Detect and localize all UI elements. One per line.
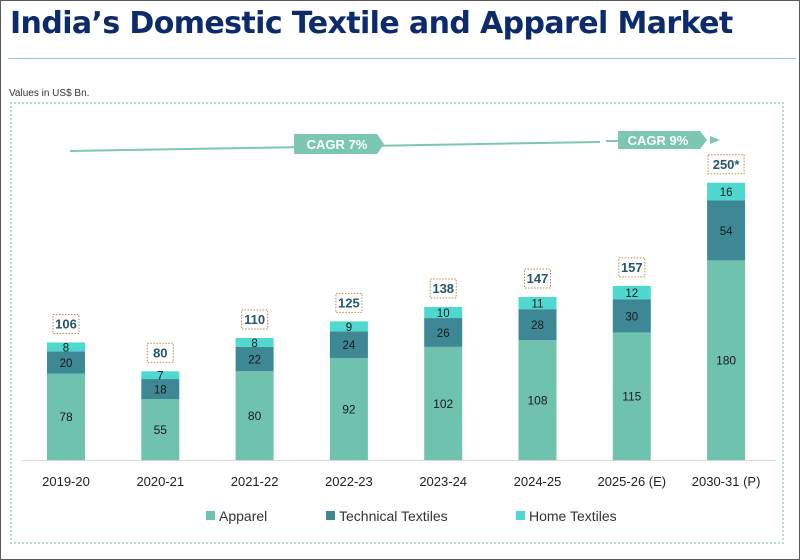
total-badge-6 [524, 268, 551, 289]
bar-technical-textiles-2 [141, 379, 180, 400]
value-label-technical-textiles-8: 54 [720, 226, 733, 238]
total-badge-1 [52, 313, 80, 334]
bar-apparel-7 [612, 332, 651, 460]
total-label-2: 80 [153, 345, 167, 360]
bar-apparel-2 [141, 399, 180, 460]
total-label-7: 157 [621, 260, 643, 275]
total-badge-2 [146, 342, 174, 363]
cagr-label-7: CAGR 7% [307, 137, 368, 152]
value-label-home-textiles-5: 10 [437, 308, 450, 320]
value-label-apparel-7: 115 [622, 390, 641, 404]
legend-label-apparel: Apparel [219, 508, 267, 524]
value-label-technical-textiles-1: 20 [60, 358, 73, 370]
total-badge-7 [618, 257, 646, 278]
total-label-6: 147 [527, 271, 549, 286]
value-label-home-textiles-4: 9 [346, 322, 352, 334]
cagr-badge-7 [294, 134, 384, 154]
bar-home-textiles-4 [329, 321, 368, 332]
bar-home-textiles-1 [47, 342, 85, 352]
legend-swatch-apparel [206, 511, 215, 520]
units-label: Values in US$ Bn. [9, 88, 90, 99]
legend-label-technical-textiles: Technical Textiles [339, 508, 448, 524]
bar-home-textiles-5 [424, 306, 463, 319]
bar-technical-textiles-3 [235, 346, 274, 372]
bar-technical-textiles-1 [47, 351, 85, 374]
value-label-technical-textiles-4: 24 [343, 340, 356, 352]
bar-technical-textiles-8 [707, 200, 746, 261]
bar-apparel-5 [424, 346, 463, 460]
value-label-apparel-3: 80 [248, 409, 262, 423]
x-tick-label-2: 2020-21 [136, 474, 184, 489]
value-label-apparel-2: 55 [154, 423, 168, 437]
total-badge-4 [335, 292, 363, 313]
cagr-label-9: CAGR 9% [628, 133, 689, 148]
value-label-home-textiles-7: 12 [625, 288, 638, 300]
bar-apparel-6 [518, 340, 557, 460]
legend-swatch-technical-textiles [326, 511, 335, 520]
total-label-8: 250* [713, 157, 741, 172]
chart-panel [10, 102, 784, 544]
value-label-apparel-8: 180 [716, 354, 736, 368]
value-label-home-textiles-6: 11 [532, 299, 544, 311]
value-label-home-textiles-8: 16 [720, 187, 733, 199]
x-tick-label-5: 2023-24 [419, 474, 467, 489]
total-badge-5 [429, 278, 457, 299]
x-tick-label-7: 2025-26 (E) [597, 474, 666, 489]
bar-home-textiles-8 [707, 182, 746, 201]
bar-technical-textiles-6 [518, 309, 557, 341]
value-label-technical-textiles-3: 22 [248, 355, 261, 367]
value-label-apparel-5: 102 [433, 397, 453, 411]
value-label-technical-textiles-2: 18 [154, 385, 167, 397]
value-label-technical-textiles-6: 28 [531, 320, 544, 332]
total-badge-3 [241, 309, 269, 330]
bar-home-textiles-2 [141, 371, 180, 380]
value-label-apparel-4: 92 [342, 402, 356, 416]
bar-apparel-8 [707, 260, 746, 460]
value-label-home-textiles-2: 7 [157, 371, 163, 383]
bar-technical-textiles-7 [612, 299, 651, 333]
total-label-4: 125 [338, 295, 360, 310]
bar-apparel-3 [235, 371, 274, 460]
value-label-apparel-6: 108 [527, 394, 547, 408]
x-tick-label-1: 2019-20 [42, 474, 90, 489]
legend-swatch-home-textiles [516, 511, 525, 520]
x-tick-label-3: 2021-22 [231, 474, 279, 489]
value-label-technical-textiles-7: 30 [625, 311, 638, 323]
value-label-apparel-1: 78 [59, 410, 73, 424]
bar-apparel-4 [329, 357, 368, 460]
total-badge-8 [707, 154, 745, 175]
total-label-5: 138 [432, 281, 454, 296]
x-tick-label-4: 2022-23 [325, 474, 373, 489]
bar-technical-textiles-5 [424, 318, 463, 347]
x-tick-label-6: 2024-25 [514, 474, 562, 489]
legend-label-home-textiles: Home Textiles [529, 508, 617, 524]
x-tick-label-8: 2030-31 (P) [692, 474, 761, 489]
value-label-home-textiles-1: 8 [63, 342, 69, 354]
total-label-3: 110 [244, 312, 265, 327]
total-label-1: 106 [55, 316, 77, 331]
bar-home-textiles-6 [518, 296, 557, 310]
bar-home-textiles-3 [235, 338, 274, 347]
title-divider [8, 58, 796, 59]
bar-technical-textiles-4 [329, 331, 368, 358]
bar-apparel-1 [47, 373, 85, 460]
bar-home-textiles-7 [612, 285, 651, 300]
value-label-home-textiles-3: 8 [251, 338, 257, 350]
cagr-badge-9 [618, 131, 707, 149]
cagr-arrowhead-9 [710, 136, 720, 144]
page-title: India’s Domestic Textile and Apparel Mar… [10, 6, 733, 41]
value-label-technical-textiles-5: 26 [437, 328, 450, 340]
